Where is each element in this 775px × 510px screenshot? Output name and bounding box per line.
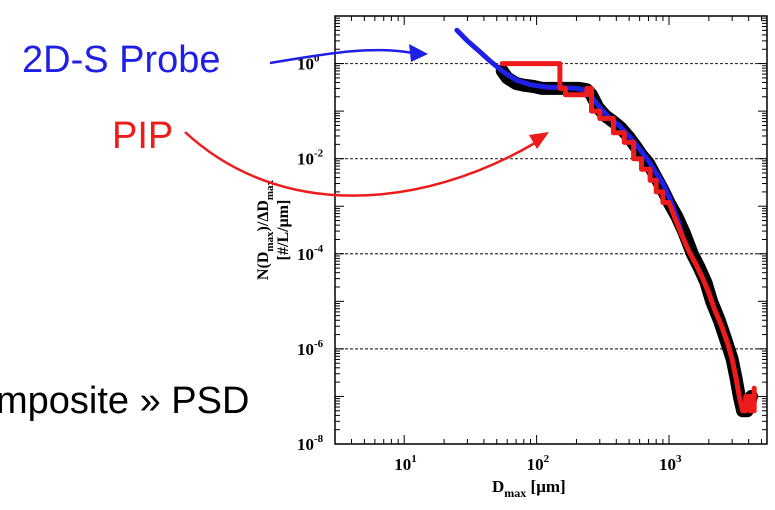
x-tick-label: 101 [394,453,417,474]
annotation-composite-psd: mposite » PSD [0,380,249,422]
plot-frame [334,15,768,445]
y-tick-label: 100 [297,53,320,74]
annotation-2ds-probe: 2D-S Probe [22,39,221,81]
y-tick-label: 10-8 [297,433,324,454]
y-tick-label: 10-6 [297,338,324,359]
y-tick-label: 10-2 [297,148,324,169]
arrowhead-2ds-probe [409,44,428,62]
y-axis-label-line1: N(Dmax)/ΔDmax [255,179,276,280]
series-line-composite [495,64,758,418]
y-tick-label: 10-4 [297,243,324,264]
y-axis-label: N(Dmax)/ΔDmax[#/L/μm] [255,179,292,280]
arrow-2ds-probe [269,48,414,65]
plot-area: 101 102 103 100 10-2 10-4 10-6 10-8 Dmax [μm] N(D… [255,15,768,500]
y-axis-label-line2: [#/L/μm] [275,200,292,261]
x-tick-label: 103 [659,453,682,474]
arrow-pip [184,131,536,197]
series-line-probe_2ds [454,27,685,238]
annotation-pip: PIP [112,115,173,157]
arrowhead-pip [529,132,549,149]
series-line-pip [499,61,757,414]
x-tick-label: 102 [527,453,550,474]
x-axis-label: Dmax [μm] [492,477,566,500]
